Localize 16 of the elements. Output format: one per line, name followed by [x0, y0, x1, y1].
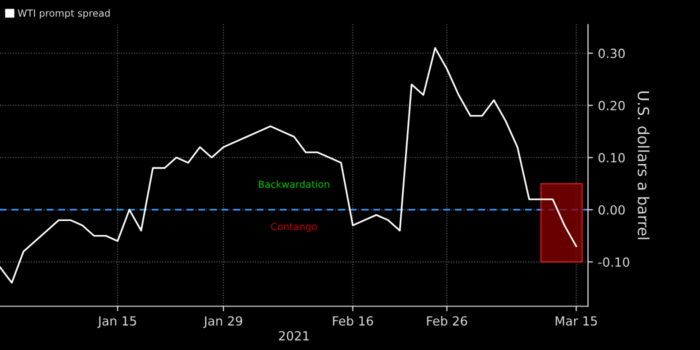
x-tick-label: Feb 16 — [333, 316, 374, 326]
y-tick-label: 0.00 — [598, 205, 625, 215]
x-tick-label: Jan 29 — [203, 316, 242, 328]
y-tick-label: 0.30 — [598, 48, 625, 58]
y-tick-label: -0.10 — [598, 257, 630, 267]
legend-label: WTI prompt spread — [18, 9, 110, 19]
annotation: Backwardation — [258, 180, 330, 188]
y-tick-label: 0.10 — [598, 153, 625, 162]
x-axis-title: 2021 — [279, 331, 309, 341]
x-tick-label: Mar 15 — [556, 316, 597, 326]
x-tick-label: Feb 26 — [427, 316, 468, 326]
line-series — [0, 47, 578, 284]
x-tick-label: Jan 15 — [97, 316, 136, 328]
annotation: Contango — [271, 222, 317, 232]
y-axis-title: U.S. dollars a barrel — [638, 92, 650, 240]
y-tick-label: 0.20 — [598, 100, 625, 110]
